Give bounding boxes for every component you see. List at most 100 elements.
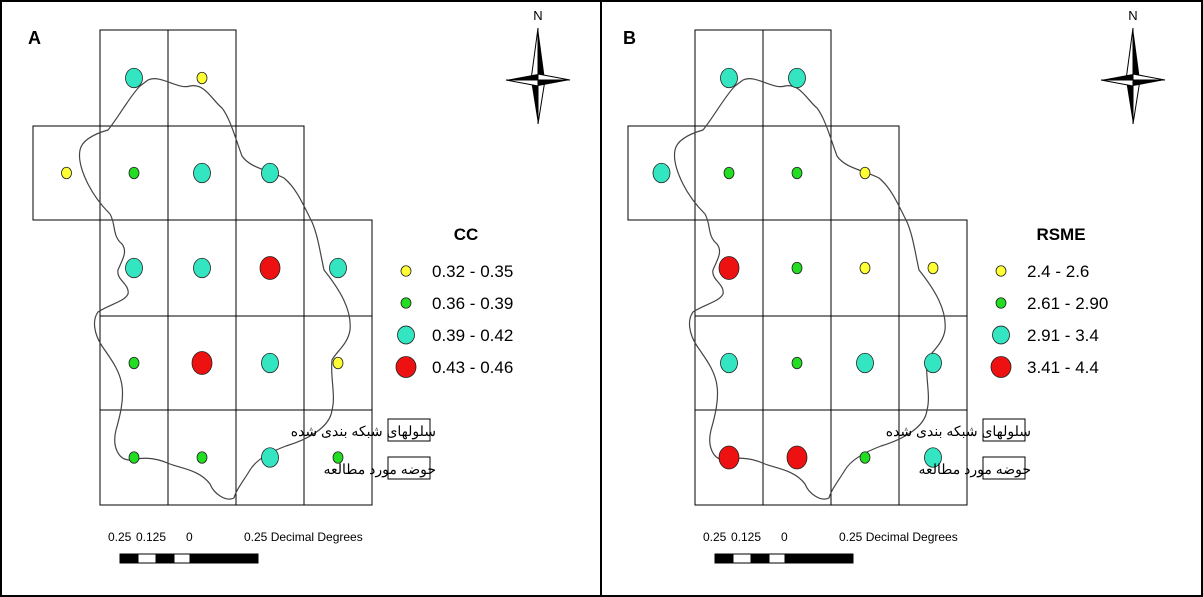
scale-label-zero: 0 [186, 530, 193, 544]
legend-label: 2.91 - 3.4 [1027, 326, 1099, 345]
station-point [788, 67, 806, 89]
panel-a: A N CC 0.32 - 0.35 0.36 - 0.39 0.39 - 0.42… [28, 8, 571, 564]
legend-label: 0.32 - 0.35 [432, 262, 513, 281]
grid-cells-legend-swatch [982, 418, 1026, 442]
basin-legend-swatch [982, 456, 1026, 480]
station-point [128, 356, 140, 370]
scale-label-right: 0.25 Decimal Degrees [839, 530, 958, 544]
legend-swatch [400, 297, 412, 309]
scale-bar-segment [750, 553, 770, 564]
basin-legend-swatch [387, 456, 431, 480]
panel-b: B N RSME 2.4 - 2.6 2.61 - 2.90 2.91 - 3.4 3… [623, 8, 1166, 564]
legend: CC 0.32 - 0.35 0.36 - 0.39 0.39 - 0.42 0.43… [291, 225, 513, 480]
north-arrow-needle [538, 28, 545, 80]
scale-bar-segment [137, 553, 157, 564]
station-point [859, 166, 871, 180]
station-point [125, 67, 143, 89]
north-arrow-needle [1126, 80, 1133, 124]
legend-label: 2.4 - 2.6 [1027, 262, 1089, 281]
grid-cells-legend-label: سلولهای شبکه بندی شده [291, 423, 436, 440]
station-point [332, 451, 344, 464]
station-point [791, 166, 803, 180]
basin-boundary [673, 78, 946, 500]
station-point [718, 256, 740, 280]
scale-bar-segment [173, 553, 191, 564]
legend-title: RSME [1036, 225, 1085, 244]
station-point [924, 447, 942, 468]
legend-title: CC [454, 225, 479, 244]
north-arrow-needle [538, 80, 570, 86]
basin-legend-label: حوضه مورد مطالعه [323, 461, 436, 478]
station-point [859, 261, 871, 275]
station-point [927, 261, 939, 275]
legend-label: 0.36 - 0.39 [432, 294, 513, 313]
panel-letter: A [28, 28, 41, 48]
station-points [652, 67, 942, 470]
legend-swatch [995, 265, 1007, 277]
legend-swatch [397, 325, 415, 345]
scale-bar-segment [768, 553, 786, 564]
station-point [61, 166, 72, 180]
station-point [720, 352, 738, 374]
basin-boundary [78, 78, 351, 500]
scale-label-mid: 0.125 [136, 530, 166, 544]
north-arrow-needle [1133, 28, 1140, 80]
grid-cells [32, 29, 373, 506]
grid-cells-legend-label: سلولهای شبکه بندی شده [886, 423, 1031, 440]
station-point [125, 257, 143, 279]
scale-bar-segment [784, 553, 854, 564]
station-point [720, 67, 738, 89]
station-point [718, 445, 740, 470]
station-point [193, 257, 211, 279]
north-arrow-needle [506, 74, 538, 80]
scale-label-left: 0.25 [703, 530, 727, 544]
scale-label-right: 0.25 Decimal Degrees [244, 530, 363, 544]
station-points [61, 67, 347, 468]
north-arrow: N [505, 8, 571, 125]
scale-bar-segment [189, 553, 259, 564]
station-point [859, 451, 871, 464]
scale-label-zero: 0 [781, 530, 788, 544]
station-point [723, 166, 735, 180]
north-label: N [533, 8, 542, 23]
panel-letter: B [623, 28, 636, 48]
station-point [332, 356, 344, 370]
grid-cells [627, 29, 968, 506]
station-point [193, 162, 211, 184]
station-point [196, 451, 208, 464]
scale-bar-segment [732, 553, 752, 564]
grid-cells-legend-swatch [387, 418, 431, 442]
station-point [652, 162, 671, 184]
station-point [924, 352, 942, 374]
station-point [786, 445, 808, 470]
basin-legend-label: حوضه مورد مطالعه [918, 461, 1031, 478]
legend-swatch [990, 356, 1012, 378]
station-point [128, 451, 140, 464]
scale-bar-segment [155, 553, 175, 564]
station-point [191, 351, 213, 375]
north-label: N [1128, 8, 1137, 23]
station-point [856, 352, 874, 374]
legend-label: 3.41 - 4.4 [1027, 358, 1099, 377]
station-point [196, 71, 208, 85]
station-point [261, 447, 279, 468]
scale-bar: 0.25 0.125 0 0.25 Decimal Degrees [703, 530, 958, 564]
station-point [791, 261, 803, 275]
legend-swatch [395, 356, 417, 378]
station-point [791, 356, 803, 370]
station-point [128, 166, 140, 180]
north-arrow-needle [537, 73, 571, 81]
north-arrow-needle [1132, 73, 1166, 81]
legend-label: 0.39 - 0.42 [432, 326, 513, 345]
legend-label: 0.43 - 0.46 [432, 358, 513, 377]
scale-bar-segment [119, 553, 139, 564]
north-arrow: N [1100, 8, 1166, 125]
scale-bar: 0.25 0.125 0 0.25 Decimal Degrees [108, 530, 363, 564]
scale-label-left: 0.25 [108, 530, 132, 544]
grid-cell [898, 409, 968, 506]
station-point [261, 352, 279, 374]
scale-label-mid: 0.125 [731, 530, 761, 544]
legend-swatch [992, 325, 1010, 345]
station-point [329, 257, 347, 279]
